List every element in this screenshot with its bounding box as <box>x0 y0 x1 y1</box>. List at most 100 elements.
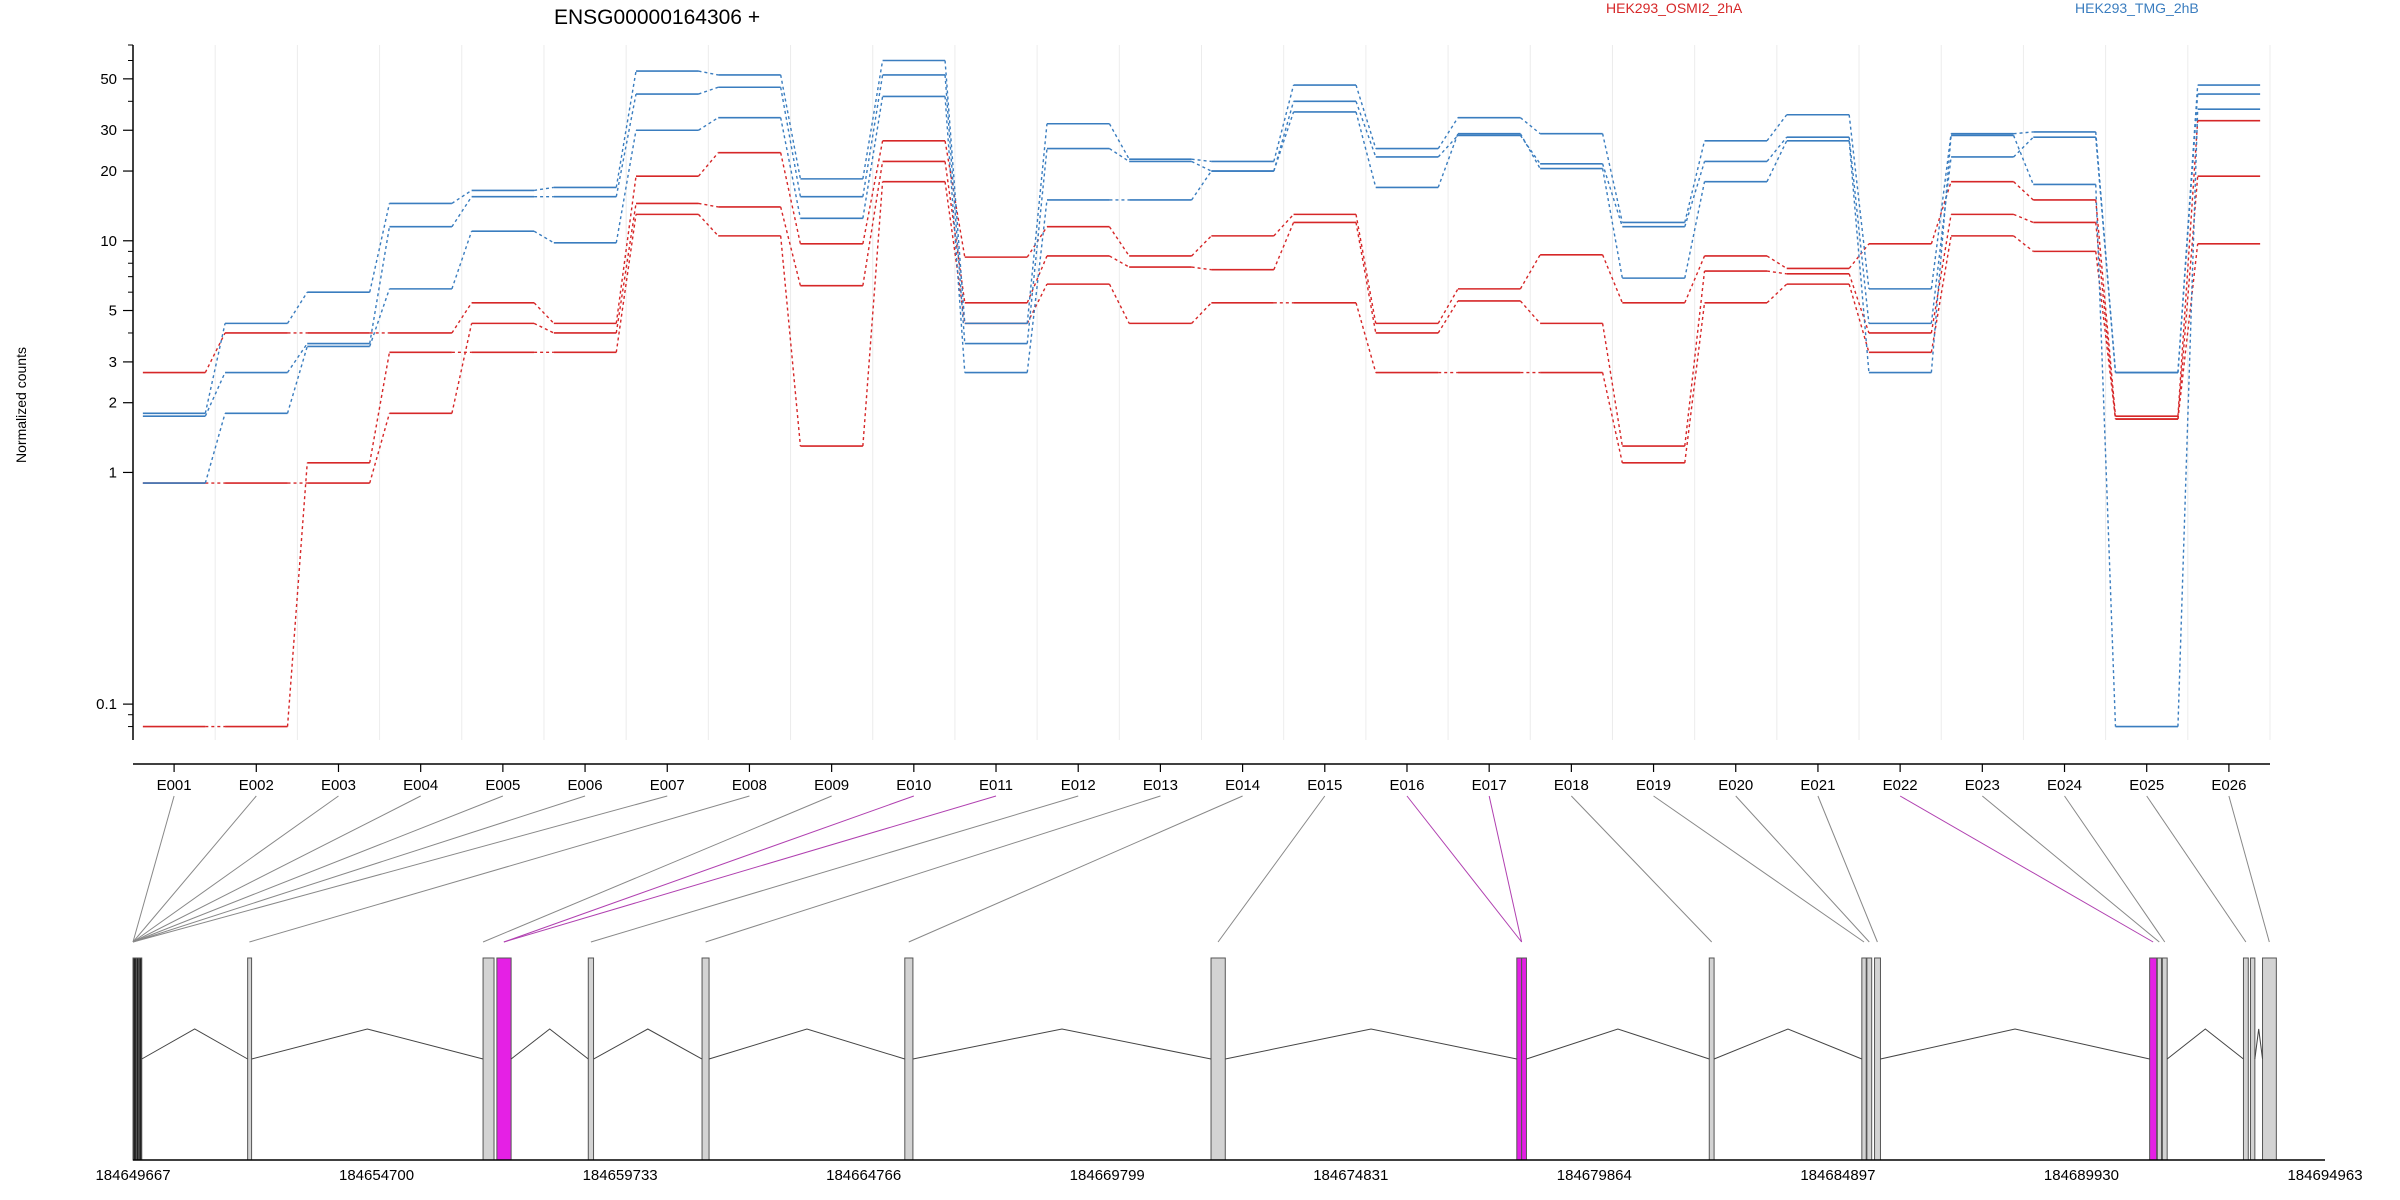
series-transition <box>615 130 637 243</box>
intron-line <box>1225 1028 1517 1060</box>
series-5 <box>142 74 2261 417</box>
series-transition <box>1191 235 1212 257</box>
expression-series <box>142 59 2261 728</box>
exon-connector <box>132 795 257 943</box>
exon-connector <box>1217 795 1326 943</box>
series-transition <box>2177 109 2199 727</box>
series-transition <box>1519 133 1541 169</box>
series-transition <box>615 176 637 324</box>
series-transition <box>615 70 637 188</box>
exon-connector <box>1488 795 1523 943</box>
series-transition <box>1355 101 1377 158</box>
series-transition <box>1355 111 1377 188</box>
series-transition <box>1848 273 1870 334</box>
series-transition <box>615 203 637 334</box>
intron-line <box>141 1028 248 1060</box>
x-tick-label: E011 <box>979 777 1013 794</box>
x-tick-label: E013 <box>1143 777 1178 794</box>
exon-connector <box>132 795 586 943</box>
exon-box <box>1861 957 1867 1161</box>
exon-box <box>2262 957 2277 1161</box>
series-3 <box>142 180 2261 728</box>
intron-line <box>1713 1028 1863 1060</box>
series-transition <box>1109 255 1130 268</box>
x-tick-label: E026 <box>2211 777 2246 794</box>
series-transition <box>1108 123 1130 160</box>
exon-box <box>587 957 595 1161</box>
genomic-position-label: 184664766 <box>826 1167 901 1184</box>
series-transition <box>1273 213 1295 237</box>
series-transition <box>1930 135 1952 373</box>
series-transition <box>451 302 473 334</box>
intron-line <box>251 1028 484 1060</box>
series-transition <box>1437 300 1459 334</box>
series-transition <box>1437 288 1459 324</box>
plot-axes: 0.1 1 2 3 5 10 20 30 50 E001 E002 E003 E004 E005 E006 E… <box>96 44 2270 794</box>
exon-box <box>1521 957 1527 1161</box>
series-transition <box>862 181 884 447</box>
series-6 <box>142 95 2261 728</box>
series-transition <box>1930 235 1952 353</box>
exon-connector <box>1982 795 2160 943</box>
legend-label-osmi2: HEK293_OSMI2_2hA <box>1606 0 1743 16</box>
series-transition <box>204 372 226 417</box>
series-transition <box>2095 184 2117 727</box>
series-transition <box>1930 133 1952 289</box>
exon-connector <box>1571 795 1713 943</box>
exon-box <box>136 957 140 1161</box>
series-transition <box>1519 254 1541 290</box>
y-tick-label: 5 <box>109 303 117 320</box>
series-transition <box>1355 302 1377 373</box>
series-transition <box>1601 168 1624 279</box>
exon-box <box>247 957 253 1161</box>
x-tick-label: E017 <box>1472 777 1507 794</box>
series-2 <box>142 160 2261 484</box>
exon-box <box>1516 957 1523 1161</box>
y-tick-label: 2 <box>109 395 117 412</box>
exon-connector <box>1735 795 1870 943</box>
exon-connector <box>2146 795 2247 943</box>
series-transition <box>2095 251 2117 420</box>
y-axis-label: Normalized counts <box>13 347 29 463</box>
series-transition <box>204 332 226 373</box>
exon-connector <box>482 795 832 943</box>
series-transition <box>1684 161 1706 227</box>
y-tick-label: 50 <box>100 71 117 88</box>
series-transition <box>1930 181 1952 245</box>
series-transition <box>1766 140 1788 182</box>
plot-grid <box>132 45 2271 740</box>
x-tick-label: E006 <box>568 777 603 794</box>
exon-connector <box>2064 795 2166 943</box>
exon-connector <box>132 795 175 943</box>
series-transition <box>779 87 802 197</box>
series-transition <box>862 161 884 286</box>
x-tick-label: E010 <box>896 777 931 794</box>
series-transition <box>286 291 308 324</box>
exon-connector <box>908 795 1243 943</box>
x-tick-label: E009 <box>814 777 849 794</box>
series-transition <box>1930 214 1952 334</box>
series-transition <box>697 152 719 177</box>
exon-box <box>138 957 143 1161</box>
series-transition <box>697 213 719 237</box>
exon-connector <box>132 795 339 943</box>
series-transition <box>1766 283 1788 304</box>
exon-box <box>132 957 137 1161</box>
x-tick-label: E025 <box>2129 777 2164 794</box>
series-transition <box>1519 117 1541 135</box>
genomic-position-label: 184649667 <box>95 1167 170 1184</box>
series-transition <box>451 189 473 204</box>
exon-connector <box>1817 795 1878 943</box>
series-transition <box>1848 243 1870 269</box>
series-transition <box>2177 243 2199 420</box>
series-transition <box>1519 300 1541 324</box>
series-transition <box>615 214 637 353</box>
series-transition <box>1355 222 1377 334</box>
series-transition <box>1684 140 1706 223</box>
genomic-position-label: 184674831 <box>1313 1167 1388 1184</box>
x-tick-label: E018 <box>1554 777 1589 794</box>
x-tick-label: E004 <box>403 777 438 794</box>
x-tick-label: E012 <box>1061 777 1096 794</box>
intron-line <box>708 1028 905 1060</box>
series-transition <box>2177 120 2199 417</box>
